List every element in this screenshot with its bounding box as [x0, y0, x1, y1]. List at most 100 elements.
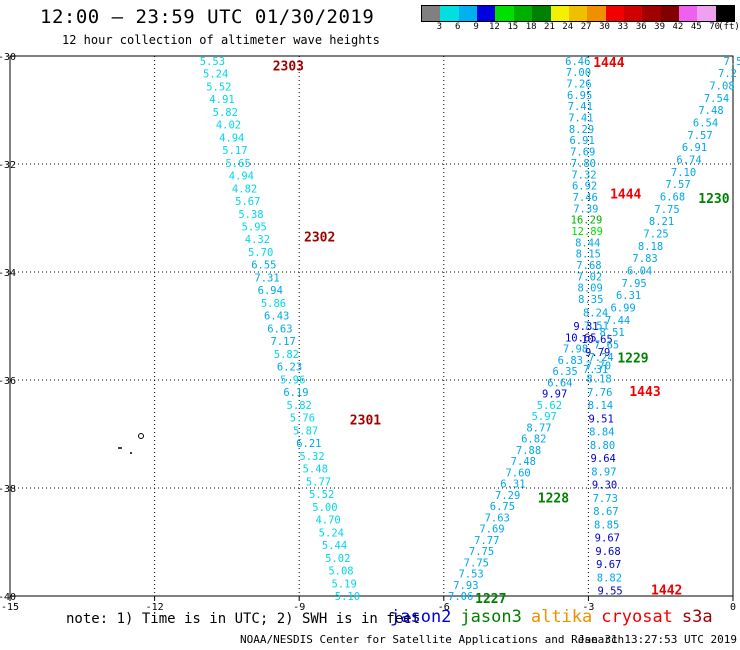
legend-tick-label: 30 [599, 22, 610, 32]
legend-swatch: #00b000 [513, 6, 533, 21]
legend-swatch: #a00000 [642, 6, 661, 21]
swh-value: 5.76 [290, 413, 315, 425]
legend-swatch: #00b0f0 [458, 6, 478, 21]
satellite-label-jason3: jason3 [460, 607, 522, 627]
island-mark [138, 433, 144, 439]
legend-swatch: #008000 [532, 6, 551, 21]
swh-value: 9.97 [542, 389, 567, 401]
swh-value: 5.53 [200, 56, 225, 68]
swh-value: 5.67 [235, 196, 260, 208]
swh-value: 5.17 [222, 145, 247, 157]
swh-value: 8.44 [575, 237, 600, 249]
satellite-key: jason2 jason3 altika cryosat s3a [390, 607, 722, 627]
swh-value: 7.93 [453, 580, 478, 592]
track-cryosat: 6.467.007.266.957.417.418.296.917.697.80… [565, 56, 603, 306]
swh-value: 6.31 [616, 290, 641, 302]
x-tick-label: -3 [582, 602, 594, 613]
legend-swatch: #f00000 [605, 6, 624, 21]
swh-value: 7.75 [469, 546, 494, 558]
chart-subtitle: 12 hour collection of altimeter wave hei… [62, 33, 380, 47]
swh-value: 7.83 [632, 253, 657, 265]
swh-value: 7.63 [485, 512, 510, 524]
x-tick-label: -12 [146, 602, 164, 613]
swh-value: 7.57 [665, 179, 690, 191]
swh-value: 8.82 [597, 572, 622, 584]
swh-value: 8.35 [578, 294, 603, 306]
legend-tick-label: 12 [488, 22, 500, 32]
swh-value: 7.41 [568, 113, 593, 125]
time-annotation: 2303 [273, 60, 304, 75]
swh-value: 8.09 [578, 283, 603, 295]
swh-value: 7.46 [573, 192, 598, 204]
swh-value: 7.2 [718, 68, 737, 80]
swh-value: 10.65 [581, 334, 613, 346]
legend-swatch: #f0f000 [550, 6, 569, 21]
swh-value: 4.32 [245, 234, 270, 246]
time-annotation: 1444 [593, 56, 624, 71]
time-annotation: 1227 [475, 592, 506, 607]
swh-value: 5.44 [322, 540, 347, 552]
swh-value: 7.32 [571, 169, 596, 181]
generated-timestamp: Jan 31 13:27:53 UTC 2019 [578, 633, 737, 646]
swh-value: 16.29 [571, 215, 603, 227]
time-annotation: 1230 [698, 192, 729, 207]
swh-value: 7.54 [704, 93, 729, 105]
swh-value: 6.04 [627, 266, 652, 278]
swh-value: 6.95 [567, 90, 592, 102]
swh-value: 6.23 [277, 362, 302, 374]
swh-value: 9.55 [597, 586, 622, 598]
swh-value: 7.53 [458, 569, 483, 581]
swh-value: 8.21 [649, 216, 674, 228]
swh-value: 7.88 [516, 445, 541, 457]
legend-tick-label: 36 [635, 22, 647, 32]
swh-value: 5.32 [299, 451, 324, 463]
swh-value: 7.08 [709, 81, 734, 93]
swh-value: 7.25 [643, 229, 668, 241]
track-jason3-b: 7.57.27.087.547.486.547.576.916.747.107.… [583, 56, 740, 376]
legend-swatch: #808080 [422, 6, 441, 21]
swh-value: 5.24 [203, 69, 228, 81]
swh-value: 5.48 [303, 464, 328, 476]
swh-value: 4.94 [229, 171, 254, 183]
time-annotation: 1228 [538, 492, 569, 507]
legend-swatch: #00e000 [495, 6, 514, 21]
swh-value: 4.02 [216, 120, 241, 132]
y-tick-label: -38 [0, 484, 16, 495]
swh-value: 8.85 [594, 519, 619, 531]
swh-value: 10.65 [565, 332, 597, 344]
swh-value: 6.91 [569, 135, 594, 147]
swh-value: 6.31 [500, 479, 525, 491]
swh-value: 7.98 [563, 344, 588, 356]
swh-value: 6.54 [693, 118, 718, 130]
swh-value: 8.15 [576, 249, 601, 261]
swh-value: 6.21 [296, 438, 321, 450]
legend-swatch: #00e0e0 [440, 6, 459, 21]
x-tick-label: -15 [1, 602, 19, 613]
y-tick-label: -32 [0, 160, 16, 171]
plot-frame [9, 55, 734, 597]
swh-value: 6.99 [610, 303, 635, 315]
swh-value: 9.79 [585, 347, 610, 359]
swh-value: 5.95 [242, 221, 267, 233]
legend-tick-label: 33 [617, 22, 629, 32]
satellite-label-cryosat: cryosat [601, 607, 673, 627]
swh-value: 8.14 [588, 400, 613, 412]
swh-value: 5.70 [248, 247, 273, 259]
swh-value: 5.62 [537, 400, 562, 412]
x-tick-label: -6 [438, 602, 450, 613]
swh-value: 6.92 [572, 181, 597, 193]
swh-value: 7.68 [576, 260, 601, 272]
swh-value: 7.02 [577, 271, 602, 283]
swh-value: 7.06 [448, 591, 473, 603]
swh-value: 6.55 [251, 260, 276, 272]
legend-tick-label: 42 [672, 22, 684, 32]
swh-value: 7.29 [495, 490, 520, 502]
swh-value: 8.80 [590, 440, 615, 452]
swh-value: 8.18 [586, 374, 611, 386]
color-scale-legend: #808080#00e0e0#00b0f0#0000e0#00e000#00b0… [421, 5, 735, 22]
footnote: note: 1) Time is in UTC; 2) SWH is in fe… [66, 611, 421, 627]
legend-tick-label: 45 [690, 22, 702, 32]
swh-value: 8.29 [569, 124, 594, 136]
swh-value: 5.65 [225, 158, 250, 170]
